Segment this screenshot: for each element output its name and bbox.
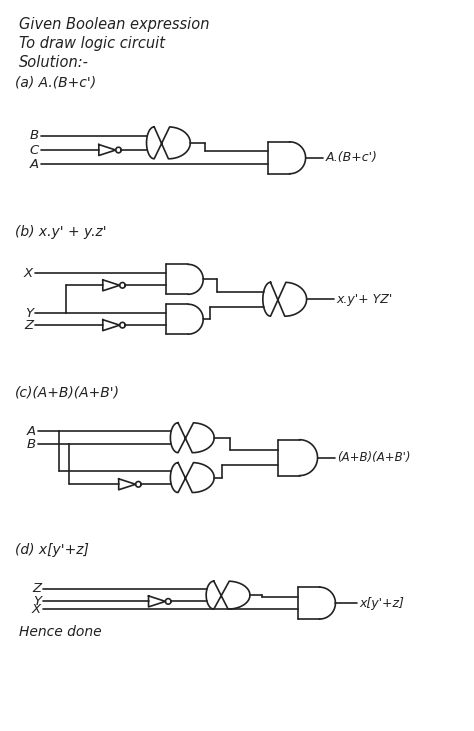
Text: X: X [24, 267, 33, 280]
Text: Hence done: Hence done [19, 625, 102, 639]
Text: x[y'+z]: x[y'+z] [359, 596, 404, 610]
Text: B: B [27, 438, 36, 451]
Text: (a) A.(B+c'): (a) A.(B+c') [15, 75, 96, 89]
Text: Given Boolean expression: Given Boolean expression [19, 18, 210, 32]
Text: A: A [30, 158, 39, 170]
Text: Y: Y [33, 595, 41, 608]
Text: (A+B)(A+B'): (A+B)(A+B') [337, 451, 411, 464]
Text: Z: Z [32, 583, 41, 595]
Text: Z: Z [24, 319, 33, 332]
Text: Y: Y [25, 307, 33, 319]
Text: A: A [27, 425, 36, 437]
Text: Solution:-: Solution:- [19, 55, 89, 70]
Text: x.y'+ YZ': x.y'+ YZ' [337, 292, 392, 306]
Text: A.(B+c'): A.(B+c') [326, 151, 377, 164]
Text: X: X [32, 603, 41, 616]
Text: B: B [30, 129, 39, 142]
Text: (b) x.y' + y.z': (b) x.y' + y.z' [15, 224, 107, 238]
Text: (d) x[y'+z]: (d) x[y'+z] [15, 543, 89, 557]
Text: C: C [30, 143, 39, 156]
Text: To draw logic circuit: To draw logic circuit [19, 37, 165, 51]
Text: (c)(A+B)(A+B'): (c)(A+B)(A+B') [15, 386, 120, 400]
